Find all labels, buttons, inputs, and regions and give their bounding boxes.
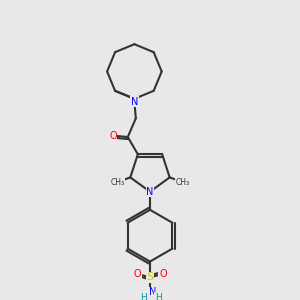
Text: S: S [146, 272, 154, 282]
Text: H: H [155, 293, 161, 300]
Text: N: N [146, 187, 154, 197]
Text: N: N [131, 97, 138, 107]
Text: H: H [140, 293, 147, 300]
Text: O: O [109, 130, 117, 141]
Text: N: N [149, 287, 157, 297]
Text: O: O [159, 269, 167, 279]
Text: CH₃: CH₃ [176, 178, 190, 187]
Text: O: O [133, 269, 141, 279]
Text: CH₃: CH₃ [110, 178, 124, 187]
